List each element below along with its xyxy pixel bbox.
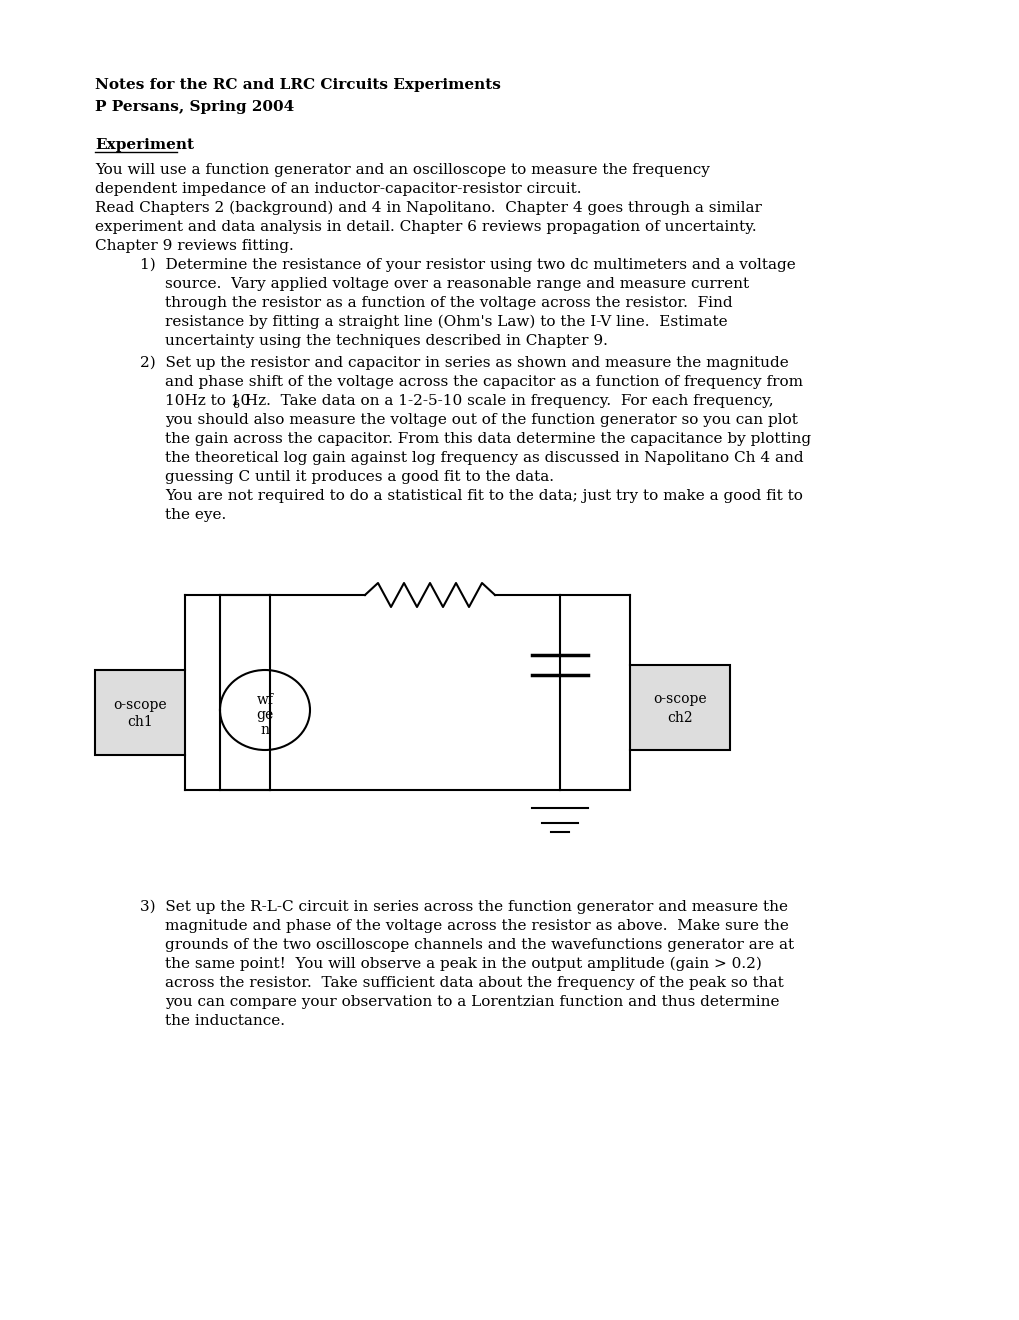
Text: You will use a function generator and an oscilloscope to measure the frequency: You will use a function generator and an… (95, 162, 709, 177)
Text: o-scope: o-scope (113, 697, 167, 711)
Text: ch2: ch2 (666, 710, 692, 725)
Text: ch1: ch1 (127, 715, 153, 730)
Text: grounds of the two oscilloscope channels and the wavefunctions generator are at: grounds of the two oscilloscope channels… (165, 939, 794, 952)
Text: ge: ge (256, 708, 273, 722)
Text: wf: wf (256, 693, 273, 708)
Text: dependent impedance of an inductor-capacitor-resistor circuit.: dependent impedance of an inductor-capac… (95, 182, 581, 195)
Text: you should also measure the voltage out of the function generator so you can plo: you should also measure the voltage out … (165, 413, 797, 426)
Text: the inductance.: the inductance. (165, 1014, 284, 1028)
Text: Experiment: Experiment (95, 139, 194, 152)
Text: the theoretical log gain against log frequency as discussed in Napolitano Ch 4 a: the theoretical log gain against log fre… (165, 451, 803, 465)
Bar (95, 671, 184, 755)
Text: experiment and data analysis in detail. Chapter 6 reviews propagation of uncerta: experiment and data analysis in detail. … (95, 220, 756, 234)
Text: the same point!  You will observe a peak in the output amplitude (gain > 0.2): the same point! You will observe a peak … (165, 957, 761, 972)
Bar (630, 665, 730, 750)
Text: 1)  Determine the resistance of your resistor using two dc multimeters and a vol: 1) Determine the resistance of your resi… (140, 257, 795, 272)
Text: uncertainty using the techniques described in Chapter 9.: uncertainty using the techniques describ… (165, 334, 607, 348)
Text: the gain across the capacitor. From this data determine the capacitance by plott: the gain across the capacitor. From this… (165, 432, 810, 446)
Text: you can compare your observation to a Lorentzian function and thus determine: you can compare your observation to a Lo… (165, 995, 779, 1008)
Text: the eye.: the eye. (165, 508, 226, 521)
Text: 6: 6 (231, 400, 238, 411)
Text: P Persans, Spring 2004: P Persans, Spring 2004 (95, 100, 293, 114)
Text: across the resistor.  Take sufficient data about the frequency of the peak so th: across the resistor. Take sufficient dat… (165, 975, 783, 990)
Text: magnitude and phase of the voltage across the resistor as above.  Make sure the: magnitude and phase of the voltage acros… (165, 919, 788, 933)
Text: resistance by fitting a straight line (Ohm's Law) to the I-V line.  Estimate: resistance by fitting a straight line (O… (165, 315, 727, 330)
Text: Chapter 9 reviews fitting.: Chapter 9 reviews fitting. (95, 239, 293, 253)
Text: 10Hz to 10: 10Hz to 10 (165, 393, 250, 408)
Text: guessing C until it produces a good fit to the data.: guessing C until it produces a good fit … (165, 470, 553, 484)
Text: Hz.  Take data on a 1-2-5-10 scale in frequency.  For each frequency,: Hz. Take data on a 1-2-5-10 scale in fre… (239, 393, 772, 408)
Text: 2)  Set up the resistor and capacitor in series as shown and measure the magnitu: 2) Set up the resistor and capacitor in … (140, 356, 788, 371)
Text: through the resistor as a function of the voltage across the resistor.  Find: through the resistor as a function of th… (165, 296, 732, 310)
Text: Notes for the RC and LRC Circuits Experiments: Notes for the RC and LRC Circuits Experi… (95, 78, 500, 92)
Text: n: n (260, 723, 269, 737)
Text: and phase shift of the voltage across the capacitor as a function of frequency f: and phase shift of the voltage across th… (165, 375, 802, 389)
Text: source.  Vary applied voltage over a reasonable range and measure current: source. Vary applied voltage over a reas… (165, 277, 748, 290)
Text: You are not required to do a statistical fit to the data; just try to make a goo: You are not required to do a statistical… (165, 488, 802, 503)
Ellipse shape (220, 671, 310, 750)
Text: 3)  Set up the R-L-C circuit in series across the function generator and measure: 3) Set up the R-L-C circuit in series ac… (140, 900, 788, 915)
Text: Read Chapters 2 (background) and 4 in Napolitano.  Chapter 4 goes through a simi: Read Chapters 2 (background) and 4 in Na… (95, 201, 761, 215)
Text: o-scope: o-scope (652, 693, 706, 706)
